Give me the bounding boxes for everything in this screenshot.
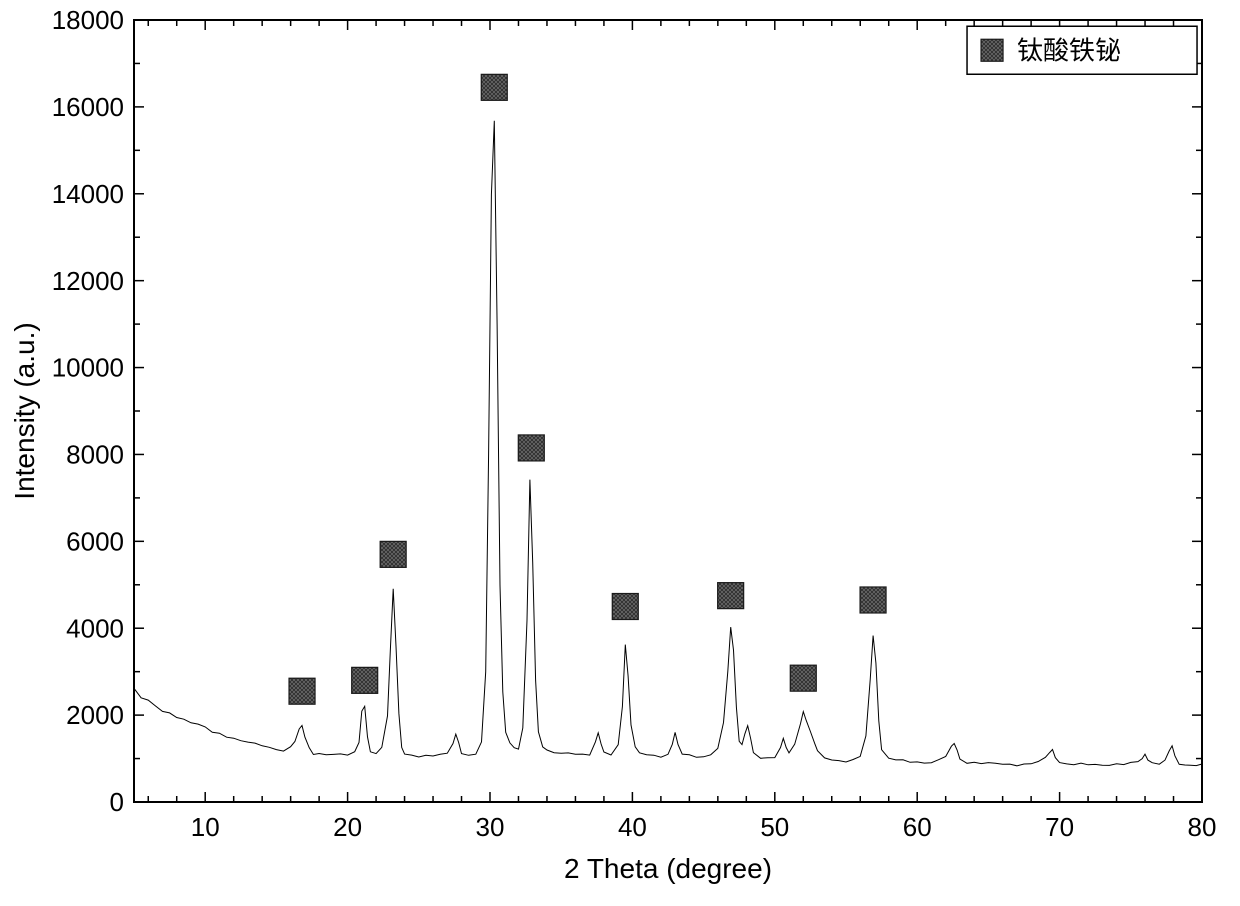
x-axis-label: 2 Theta (degree): [564, 853, 772, 884]
peak-marker: [790, 665, 816, 691]
y-tick-label: 2000: [66, 700, 124, 730]
y-tick-label: 10000: [52, 353, 124, 383]
x-tick-label: 40: [618, 812, 647, 842]
peak-marker: [518, 435, 544, 461]
y-tick-label: 6000: [66, 526, 124, 556]
y-tick-label: 0: [110, 787, 124, 817]
y-tick-label: 8000: [66, 440, 124, 470]
x-tick-label: 10: [191, 812, 220, 842]
legend-marker-icon: [981, 39, 1003, 61]
y-tick-label: 4000: [66, 613, 124, 643]
x-tick-label: 80: [1188, 812, 1217, 842]
peak-marker: [289, 678, 315, 704]
xrd-chart: 10 20 30 40 50 60 70 80 0 2000 4000 6000 8000 10000 12…: [0, 0, 1240, 901]
y-tick-label: 18000: [52, 5, 124, 35]
x-tick-label: 20: [333, 812, 362, 842]
x-tick-label: 70: [1045, 812, 1074, 842]
peak-marker: [380, 541, 406, 567]
x-tick-label: 60: [903, 812, 932, 842]
peak-marker: [860, 587, 886, 613]
y-tick-label: 16000: [52, 92, 124, 122]
peak-marker: [352, 667, 378, 693]
xrd-trace: [134, 121, 1202, 766]
peak-marker: [481, 74, 507, 100]
y-axis-label: Intensity (a.u.): [9, 322, 40, 499]
peak-marker: [718, 583, 744, 609]
y-tick-label: 14000: [52, 179, 124, 209]
y-tick-label: 12000: [52, 266, 124, 296]
chart-canvas: 10 20 30 40 50 60 70 80 0 2000 4000 6000 8000 10000 12…: [0, 0, 1240, 901]
peak-marker: [612, 594, 638, 620]
x-tick-label: 30: [476, 812, 505, 842]
legend-label: 钛酸铁铋: [1017, 35, 1121, 65]
x-tick-label: 50: [760, 812, 789, 842]
